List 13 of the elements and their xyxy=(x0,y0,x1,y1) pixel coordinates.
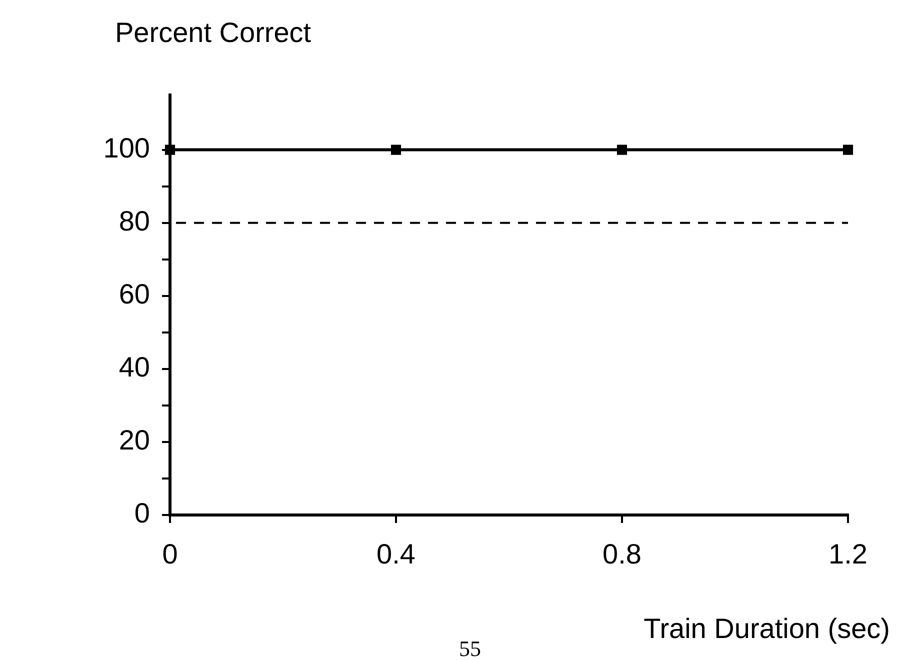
x-tick-label: 0.4 xyxy=(376,538,416,570)
y-tick-label: 60 xyxy=(118,278,150,310)
y-tick-label: 100 xyxy=(103,132,150,164)
y-tick-label: 20 xyxy=(118,424,150,456)
text: 55 xyxy=(459,636,481,660)
y-tick-label: 0 xyxy=(134,498,150,529)
x-tick-label: 0.8 xyxy=(602,538,642,570)
y-axis-title: Percent Correct xyxy=(115,17,312,48)
y-tick-label: 40 xyxy=(118,352,150,383)
x-tick-label: 1.2 xyxy=(828,538,868,570)
x-tick-label: 0 xyxy=(162,538,178,570)
y-tick-label: 80 xyxy=(118,206,150,237)
x-axis-title: Train Duration (sec) xyxy=(644,613,890,644)
